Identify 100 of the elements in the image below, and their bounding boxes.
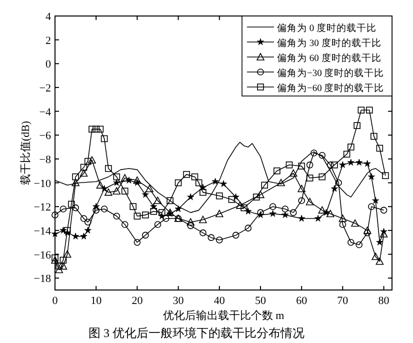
point xyxy=(212,178,219,185)
point xyxy=(376,258,384,265)
point xyxy=(142,232,149,239)
y-tick-label: −18 xyxy=(34,273,52,286)
point xyxy=(208,234,215,241)
point xyxy=(88,126,96,133)
point xyxy=(200,229,206,236)
point xyxy=(68,200,75,208)
point xyxy=(306,198,314,206)
point xyxy=(63,250,72,258)
point xyxy=(92,126,100,133)
point xyxy=(232,232,240,239)
point xyxy=(380,206,388,214)
point xyxy=(199,184,206,191)
point xyxy=(368,203,375,210)
point xyxy=(162,215,170,222)
point xyxy=(80,232,88,240)
point xyxy=(339,161,346,168)
y-tick-label: 2 xyxy=(46,34,51,47)
y-tick-label: −6 xyxy=(39,130,52,142)
point xyxy=(358,106,365,114)
point xyxy=(306,174,314,182)
point xyxy=(216,192,223,200)
point xyxy=(269,210,276,217)
point xyxy=(72,232,80,240)
point xyxy=(130,203,136,210)
point xyxy=(314,214,322,222)
x-tick-label: 80 xyxy=(378,295,390,307)
y-axis-title: 载干比值(dB) xyxy=(19,120,32,186)
point xyxy=(364,160,371,167)
point xyxy=(51,256,59,264)
point xyxy=(298,214,306,222)
point xyxy=(335,179,342,186)
point xyxy=(150,208,158,215)
point xyxy=(216,236,223,244)
legend-label: 偏角为 30 度时的载干比 xyxy=(277,37,382,49)
point xyxy=(274,167,280,174)
point xyxy=(133,176,142,184)
point xyxy=(215,210,224,218)
point xyxy=(113,212,120,220)
y-tick-label: −14 xyxy=(34,225,52,238)
y-tick-label: −16 xyxy=(34,249,52,262)
point xyxy=(348,238,354,246)
point xyxy=(356,241,363,248)
point xyxy=(269,203,276,210)
y-tick-label: −2 xyxy=(39,82,51,94)
point xyxy=(186,218,195,226)
point xyxy=(289,169,298,177)
y-tick-label: −4 xyxy=(39,106,52,118)
x-tick-label: 10 xyxy=(90,295,102,307)
y-tick-label: 4 xyxy=(46,11,52,23)
y-tick-label: 0 xyxy=(46,58,52,71)
y-tick-label: −8 xyxy=(39,154,52,166)
point xyxy=(80,169,88,177)
point xyxy=(331,162,338,168)
point xyxy=(286,162,293,168)
x-tick-label: 20 xyxy=(132,295,144,307)
point xyxy=(343,150,350,158)
x-tick-label: 30 xyxy=(172,295,184,307)
point xyxy=(298,162,305,170)
text: 图 3 优化后一般环境下的载干比分布情况 xyxy=(88,326,304,340)
legend-label: 偏角为−30 度时的载干比 xyxy=(277,67,384,79)
point xyxy=(366,106,373,114)
point xyxy=(306,162,314,168)
point xyxy=(252,194,260,200)
point xyxy=(298,184,306,192)
point xyxy=(72,204,79,212)
point xyxy=(364,229,371,236)
point xyxy=(354,122,360,129)
point xyxy=(347,158,354,166)
point xyxy=(72,173,79,180)
point xyxy=(228,196,236,203)
point xyxy=(113,179,120,186)
point xyxy=(56,262,63,270)
x-axis-title: 优化后输出载干比个数 m xyxy=(162,309,285,322)
point xyxy=(318,152,326,159)
point xyxy=(121,221,128,228)
point xyxy=(52,254,58,262)
point xyxy=(282,211,289,218)
point xyxy=(290,209,297,216)
point xyxy=(96,181,104,189)
point xyxy=(372,196,380,204)
point xyxy=(200,188,206,196)
point xyxy=(174,205,182,212)
point xyxy=(55,266,64,274)
point xyxy=(318,173,326,180)
point xyxy=(298,197,305,204)
point xyxy=(96,126,104,133)
point xyxy=(142,190,149,198)
point xyxy=(60,256,67,264)
point xyxy=(351,219,359,227)
x-tick-label: 40 xyxy=(214,295,226,307)
point xyxy=(59,262,68,270)
legend-label: 偏角为 0 度时的载干比 xyxy=(277,22,376,34)
y-tick-label: −10 xyxy=(34,178,52,190)
x-tick-label: 60 xyxy=(296,295,308,307)
point xyxy=(52,212,58,218)
point xyxy=(134,212,141,220)
point xyxy=(195,179,202,186)
point xyxy=(154,221,162,228)
